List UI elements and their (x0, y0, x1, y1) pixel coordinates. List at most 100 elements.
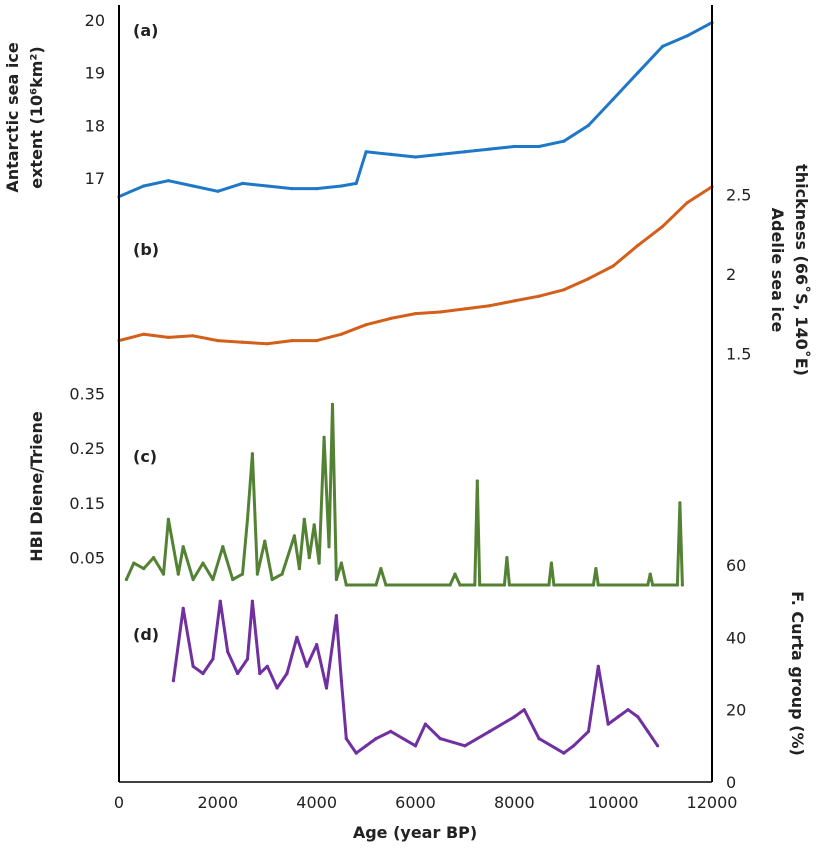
y-tick-label-b: 1.5 (726, 344, 751, 363)
data-point-a (389, 152, 393, 156)
series-line-d (171, 599, 659, 755)
data-point-a (166, 179, 170, 183)
data-point-d (201, 671, 205, 676)
data-point-a (586, 123, 591, 127)
data-point-c (124, 577, 128, 582)
data-point-c (255, 572, 259, 576)
y-tick-label-c: 0.15 (69, 494, 105, 513)
data-point-b (512, 299, 516, 303)
data-point-a (438, 152, 442, 156)
data-point-a (413, 155, 418, 159)
data-point-a (463, 150, 467, 154)
series-lines (117, 21, 714, 755)
data-point-b (611, 264, 615, 268)
panel-label-c: (c) (133, 447, 157, 466)
data-point-a (216, 189, 220, 193)
data-point-d (596, 664, 600, 668)
panel-label-d: (d) (133, 625, 159, 644)
x-tick-label: 4000 (296, 793, 337, 812)
axis-text: Age (year BP) 0 2000 4000 6000 8000 10000 1200… (3, 11, 811, 842)
data-point-d (344, 737, 348, 741)
data-point-b (685, 201, 689, 205)
data-point-c (651, 583, 655, 587)
data-point-b (166, 335, 170, 339)
data-point-c (488, 583, 492, 587)
data-point-a (636, 71, 640, 75)
y-tick-label-d: 0 (726, 773, 736, 792)
data-point-b (216, 339, 220, 343)
data-point-d (315, 643, 319, 647)
data-point-d (265, 664, 269, 668)
data-point-b (413, 312, 418, 316)
x-tick-label: 2000 (197, 793, 238, 812)
x-axis-label: Age (year BP) (353, 823, 477, 842)
data-point-b (389, 316, 393, 320)
data-point-c (132, 561, 136, 565)
data-point-d (258, 671, 262, 676)
data-point-d (250, 599, 254, 603)
data-point-a (290, 187, 294, 191)
data-point-c (478, 583, 482, 587)
data-point-b (463, 307, 467, 311)
data-point-d (438, 737, 442, 741)
data-point-d (413, 744, 418, 748)
data-point-d (572, 744, 576, 748)
data-point-d (646, 729, 650, 734)
data-point-d (236, 671, 240, 676)
data-point-c (270, 577, 274, 582)
y-tick-label-a: 18 (85, 116, 105, 135)
data-point-c (327, 545, 331, 549)
data-point-c (675, 583, 680, 587)
data-point-d (354, 751, 358, 755)
data-point-d (636, 715, 640, 719)
data-point-d (423, 722, 427, 726)
data-point-c (312, 523, 316, 527)
data-point-d (606, 722, 610, 726)
y-tick-label-d: 60 (726, 556, 746, 575)
data-point-d (512, 715, 516, 719)
data-point-c (458, 583, 462, 587)
data-point-c (250, 452, 254, 456)
data-point-c (330, 402, 335, 406)
y-tick-label-c: 0.35 (69, 384, 105, 403)
data-point-d (364, 744, 368, 748)
data-point-d (656, 744, 660, 748)
data-point-a (562, 139, 566, 143)
data-point-b (240, 340, 245, 344)
data-point-c (483, 583, 487, 587)
y-tick-label-a: 17 (85, 169, 105, 188)
x-tick-label: 10000 (588, 793, 639, 812)
data-point-d (226, 650, 230, 654)
data-point-b (290, 339, 294, 343)
y-axis-label-d: F. Curta group (%) (788, 591, 807, 756)
data-point-c (334, 577, 338, 582)
data-point-a (512, 144, 516, 149)
y-tick-label-a: 20 (85, 11, 105, 30)
data-point-c (317, 561, 321, 565)
series-line-a (118, 21, 713, 198)
data-point-d (334, 614, 338, 618)
data-point-c (594, 567, 598, 571)
data-point-c (379, 567, 383, 571)
data-point-b (339, 332, 343, 336)
data-point-a (354, 181, 358, 185)
panel-label-a: (a) (133, 21, 158, 40)
data-point-d (275, 686, 279, 690)
data-point-c (142, 567, 146, 571)
data-point-d (463, 744, 467, 748)
data-point-c (552, 583, 556, 587)
x-tick-label: 6000 (395, 793, 436, 812)
y-tick-label-d: 40 (726, 628, 746, 647)
data-point-c (502, 583, 506, 587)
data-point-c (473, 583, 477, 587)
data-point-c (297, 567, 301, 571)
data-point-c (245, 517, 250, 521)
data-point-c (374, 583, 378, 587)
y-axis-label-b: Adelie sea ice (768, 208, 787, 333)
data-point-a (142, 184, 146, 188)
data-point-c (263, 539, 267, 543)
data-point-b (562, 288, 566, 292)
data-point-c (211, 577, 215, 582)
data-point-d (171, 679, 175, 683)
